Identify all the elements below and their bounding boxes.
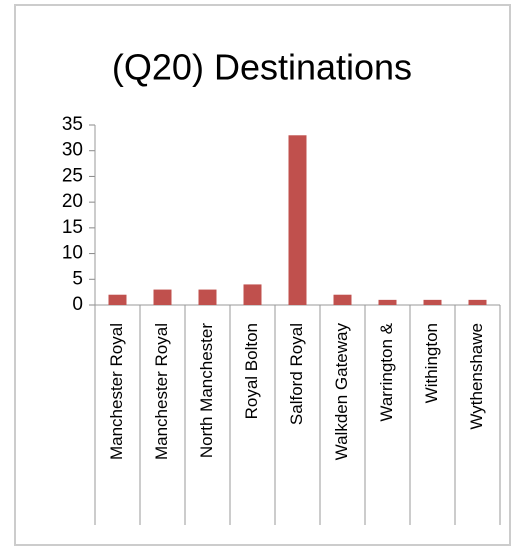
bar <box>108 294 127 305</box>
x-tick-label: Wythenshawe <box>467 323 486 430</box>
bar <box>378 299 397 305</box>
y-tick-label: 5 <box>72 268 83 289</box>
chart-title: (Q20) Destinations <box>112 47 412 88</box>
x-tick-label: Royal Bolton <box>242 323 261 419</box>
bar <box>243 284 262 305</box>
x-tick-label: Manchester Royal <box>152 323 171 460</box>
bar <box>153 289 172 305</box>
y-tick-label: 25 <box>62 165 83 186</box>
y-tick-label: 35 <box>62 114 83 135</box>
bar <box>468 299 487 305</box>
x-tick-label: North Manchester <box>197 323 216 458</box>
chart-frame <box>14 4 511 546</box>
y-tick-label: 15 <box>62 217 83 238</box>
x-tick-label: Manchester Royal <box>107 323 126 460</box>
x-tick-label: Walkden Gateway <box>332 323 351 461</box>
x-tick-label: Withington <box>422 323 441 403</box>
y-tick-label: 30 <box>62 140 83 161</box>
x-tick-label: Salford Royal <box>287 323 306 425</box>
y-tick-label: 0 <box>72 294 83 315</box>
y-tick-label: 20 <box>62 191 83 212</box>
bar <box>198 289 217 305</box>
bar <box>288 135 307 305</box>
y-tick-label: 10 <box>62 243 83 264</box>
x-tick-label: Warrington & <box>377 322 396 421</box>
bar <box>423 299 442 305</box>
bar <box>333 294 352 305</box>
